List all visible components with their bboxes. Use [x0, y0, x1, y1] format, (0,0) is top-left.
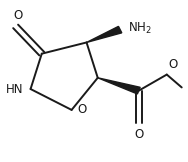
Text: NH$_2$: NH$_2$ — [128, 20, 151, 35]
Text: O: O — [134, 128, 143, 141]
Text: O: O — [169, 58, 178, 71]
Text: O: O — [77, 103, 86, 116]
Text: HN: HN — [6, 82, 23, 96]
Polygon shape — [86, 26, 122, 42]
Text: O: O — [13, 9, 22, 22]
Polygon shape — [98, 78, 140, 94]
